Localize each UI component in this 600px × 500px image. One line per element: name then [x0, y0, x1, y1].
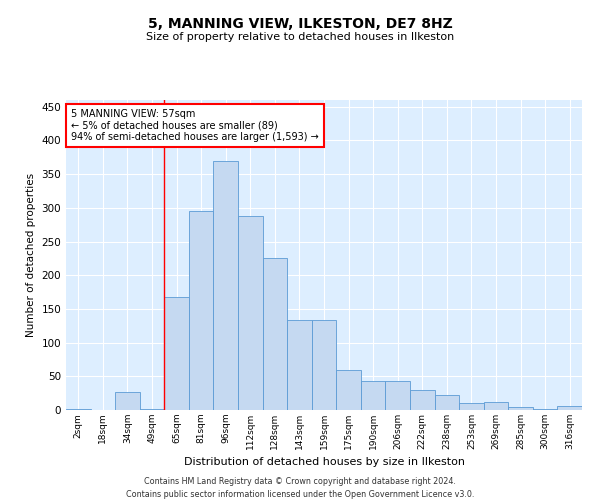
- Text: Contains public sector information licensed under the Open Government Licence v3: Contains public sector information licen…: [126, 490, 474, 499]
- Bar: [459, 402, 484, 410]
- Bar: [557, 406, 582, 410]
- Bar: [287, 320, 312, 410]
- Bar: [385, 381, 410, 410]
- Bar: [214, 160, 238, 410]
- Bar: [263, 258, 287, 410]
- Bar: [508, 406, 533, 410]
- Bar: [533, 408, 557, 410]
- Bar: [164, 297, 189, 410]
- Y-axis label: Number of detached properties: Number of detached properties: [26, 173, 36, 337]
- Bar: [238, 216, 263, 410]
- Text: 5 MANNING VIEW: 57sqm
← 5% of detached houses are smaller (89)
94% of semi-detac: 5 MANNING VIEW: 57sqm ← 5% of detached h…: [71, 110, 319, 142]
- Bar: [434, 395, 459, 410]
- Bar: [312, 320, 336, 410]
- Bar: [336, 370, 361, 410]
- X-axis label: Distribution of detached houses by size in Ilkeston: Distribution of detached houses by size …: [184, 458, 464, 468]
- Bar: [484, 402, 508, 410]
- Text: Contains HM Land Registry data © Crown copyright and database right 2024.: Contains HM Land Registry data © Crown c…: [144, 478, 456, 486]
- Bar: [410, 390, 434, 410]
- Text: Size of property relative to detached houses in Ilkeston: Size of property relative to detached ho…: [146, 32, 454, 42]
- Bar: [361, 381, 385, 410]
- Text: 5, MANNING VIEW, ILKESTON, DE7 8HZ: 5, MANNING VIEW, ILKESTON, DE7 8HZ: [148, 18, 452, 32]
- Bar: [115, 392, 140, 410]
- Bar: [189, 211, 214, 410]
- Bar: [140, 408, 164, 410]
